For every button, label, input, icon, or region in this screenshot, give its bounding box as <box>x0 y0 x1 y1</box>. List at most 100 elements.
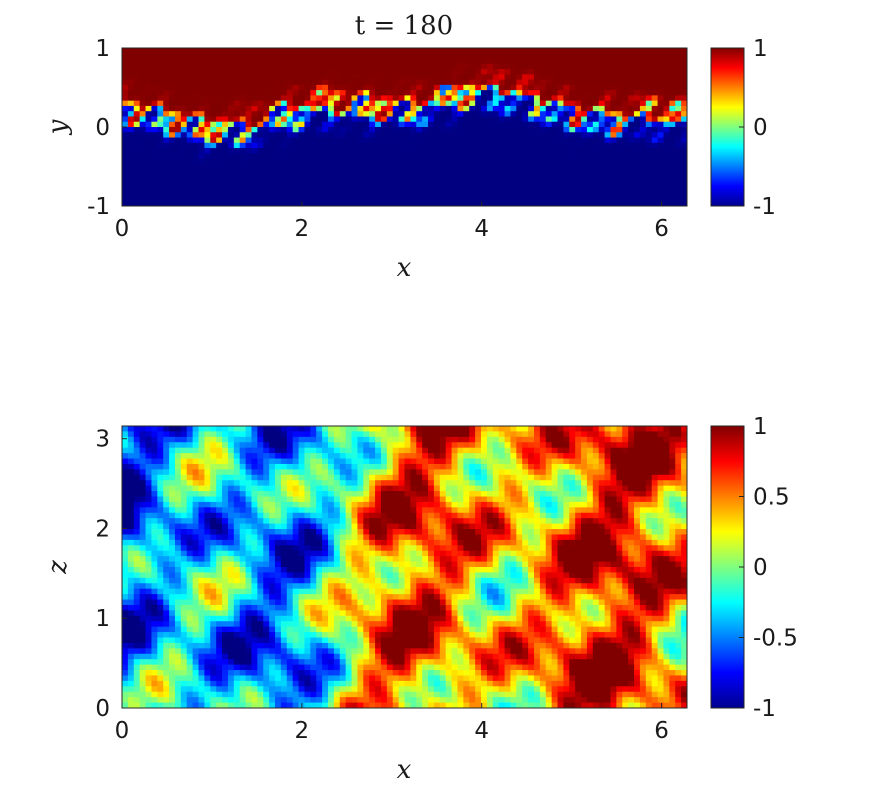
heatmap-cell <box>610 169 617 175</box>
heatmap-cell <box>375 518 382 525</box>
heatmap-cell <box>257 58 264 65</box>
heatmap-cell <box>310 523 317 530</box>
heatmap-cell <box>504 169 512 175</box>
heatmap-cell <box>428 501 435 508</box>
heatmap-cell <box>251 121 258 128</box>
heatmap-cell <box>275 148 282 154</box>
heatmap-cell <box>592 458 600 465</box>
heatmap-cell <box>275 132 282 139</box>
heatmap-cell <box>386 184 394 191</box>
heatmap-cell <box>569 74 576 81</box>
heatmap-cell <box>581 132 588 139</box>
heatmap-cell <box>169 53 176 60</box>
heatmap-cell <box>628 63 635 70</box>
heatmap-cell <box>263 469 270 476</box>
heatmap-cell <box>669 148 676 154</box>
heatmap-cell <box>445 496 453 503</box>
heatmap-cell <box>492 469 500 476</box>
heatmap-cell <box>369 79 376 86</box>
heatmap-cell <box>669 458 676 465</box>
heatmap-cell <box>139 480 147 487</box>
heatmap-cell <box>186 458 194 465</box>
heatmap-cell <box>192 529 200 536</box>
heatmap-cell <box>404 116 411 123</box>
heatmap-cell <box>404 496 411 503</box>
heatmap-cell <box>180 447 188 454</box>
heatmap-cell <box>504 74 512 81</box>
heatmap-cell <box>375 184 382 191</box>
heatmap-cell <box>363 174 370 181</box>
heatmap-cell <box>439 58 447 65</box>
heatmap-cell <box>669 121 676 128</box>
heatmap-cell <box>251 105 258 112</box>
heatmap-cell <box>628 529 635 536</box>
heatmap-cell <box>198 518 205 525</box>
heatmap-cell <box>298 121 306 128</box>
heatmap-cell <box>345 153 353 160</box>
heatmap-cell <box>210 474 217 481</box>
heatmap-cell <box>592 163 600 170</box>
heatmap-cell <box>510 90 517 96</box>
heatmap-cell <box>639 84 647 91</box>
heatmap-cell <box>227 518 235 525</box>
heatmap-cell <box>663 436 670 443</box>
heatmap-cell <box>333 480 341 487</box>
heatmap-cell <box>634 491 641 498</box>
heatmap-cell <box>439 474 447 481</box>
heatmap-cell <box>416 95 423 102</box>
heatmap-cell <box>481 137 488 144</box>
heatmap-cell <box>169 111 176 118</box>
heatmap-cell <box>592 179 600 186</box>
heatmap-cell <box>451 79 459 86</box>
heatmap-cell <box>351 158 359 165</box>
heatmap-cell <box>327 53 335 60</box>
heatmap-cell <box>610 137 617 144</box>
heatmap-cell <box>539 127 547 133</box>
heatmap-cell <box>357 534 364 541</box>
heatmap-cell <box>380 200 388 206</box>
heatmap-cell <box>481 195 488 202</box>
heatmap-cell <box>345 539 353 546</box>
heatmap-cell <box>198 53 205 60</box>
heatmap-cell <box>204 153 211 160</box>
heatmap-cell <box>428 84 435 91</box>
heatmap-cell <box>439 74 447 81</box>
heatmap-cell <box>304 63 311 70</box>
heatmap-cell <box>575 158 582 165</box>
heatmap-cell <box>439 53 447 60</box>
heatmap-cell <box>357 148 364 154</box>
heatmap-cell <box>275 512 282 519</box>
heatmap-cell <box>327 458 335 465</box>
heatmap-cell <box>157 169 164 175</box>
heatmap-cell <box>245 496 253 503</box>
heatmap-cell <box>186 507 194 514</box>
heatmap-cell <box>174 132 182 139</box>
heatmap-cell <box>604 132 612 139</box>
heatmap-cell <box>269 174 276 181</box>
heatmap-cell <box>557 90 565 96</box>
heatmap-cell <box>651 523 659 530</box>
heatmap-cell <box>586 142 594 149</box>
heatmap-cell <box>469 501 476 508</box>
heatmap-cell <box>310 121 317 128</box>
heatmap-cell <box>122 100 129 107</box>
heatmap-cell <box>651 491 659 498</box>
heatmap-cell <box>351 195 359 202</box>
heatmap-cell <box>486 447 494 454</box>
heatmap-cell <box>227 158 235 165</box>
heatmap-cell <box>586 100 594 107</box>
heatmap-cell <box>533 84 541 91</box>
heatmap-cell <box>645 463 653 470</box>
heatmap-cell <box>127 137 135 144</box>
heatmap-cell <box>533 163 541 170</box>
heatmap-cell <box>333 116 341 123</box>
heatmap-cell <box>422 195 429 202</box>
heatmap-cell <box>157 447 164 454</box>
heatmap-cell <box>298 431 306 438</box>
heatmap-cell <box>298 142 306 149</box>
heatmap-cell <box>628 105 635 112</box>
heatmap-cell <box>286 523 294 530</box>
heatmap-cell <box>375 529 382 536</box>
heatmap-cell <box>539 95 547 102</box>
heatmap-cell <box>386 518 394 525</box>
